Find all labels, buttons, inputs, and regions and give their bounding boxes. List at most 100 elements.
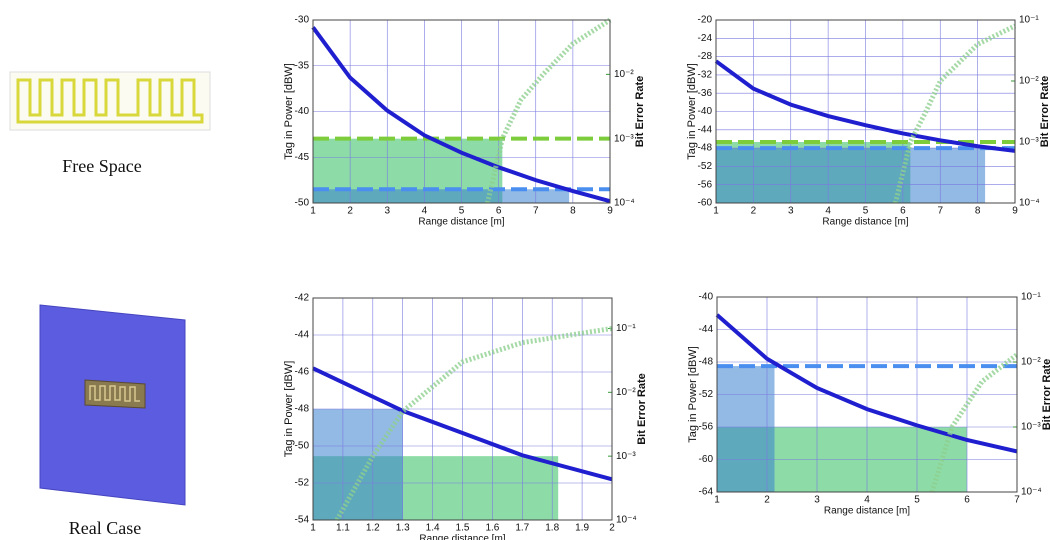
y-tick-label: -30	[295, 15, 310, 26]
y2-axis-label: Bit Error Rate	[1041, 359, 1050, 431]
antenna-drawing	[10, 72, 210, 130]
x-tick-label: 1.1	[336, 523, 350, 534]
x-tick-label: 8	[975, 206, 981, 217]
y-tick-label: -44	[699, 324, 714, 335]
x-tick-label: 1.6	[485, 523, 499, 534]
x-tick-label: 6	[496, 206, 502, 217]
x-tick-label: 4	[825, 206, 831, 217]
y-tick-label: -44	[698, 124, 713, 135]
y-tick-label: -48	[295, 404, 310, 415]
y-tick-label: -46	[295, 367, 310, 378]
y2-tick-label: 10⁻⁴	[1019, 198, 1040, 209]
y-tick-label: -40	[698, 106, 713, 117]
x-tick-label: 3	[384, 206, 390, 217]
y2-tick-label: 10⁻³	[616, 451, 636, 462]
y-tick-label: -52	[295, 478, 310, 489]
y-tick-label: -35	[295, 60, 310, 71]
y2-tick-label: 10⁻³	[1021, 422, 1041, 433]
range-region	[717, 366, 775, 492]
y-tick-label: -60	[698, 198, 713, 209]
y-tick-label: -48	[698, 143, 713, 154]
y-tick-label: -42	[295, 293, 310, 304]
y-tick-label: -28	[698, 51, 713, 62]
x-tick-label: 1	[713, 206, 719, 217]
x-axis-label: Range distance [m]	[418, 217, 504, 228]
x-tick-label: 1	[714, 495, 720, 506]
y2-tick-label: 10⁻²	[1019, 76, 1039, 87]
x-tick-label: 8	[570, 206, 576, 217]
y2-tick-label: 10⁻¹	[1021, 292, 1041, 303]
x-tick-label: 9	[1012, 206, 1018, 217]
x-tick-label: 1.8	[545, 523, 559, 534]
x-tick-label: 2	[347, 206, 353, 217]
y-tick-label: -20	[698, 15, 713, 26]
y-axis-label: Tag in Power [dBW]	[686, 63, 698, 160]
x-tick-label: 2	[751, 206, 757, 217]
range-region	[313, 189, 569, 203]
x-tick-label: 7	[533, 206, 539, 217]
x-tick-label: 7	[1014, 495, 1020, 506]
figure: Free Space Real Case 1 2 3 4 5 6 7 8 9 -30 -35 -40 -…	[0, 0, 1050, 540]
y-tick-label: -60	[699, 454, 714, 465]
x-tick-label: 6	[900, 206, 906, 217]
x-tick-label: 3	[788, 206, 794, 217]
x-tick-label: 6	[964, 495, 970, 506]
x-tick-label: 1.9	[575, 523, 589, 534]
y-tick-label: -24	[698, 33, 713, 44]
y2-tick-label: 10⁻¹	[616, 323, 636, 334]
y-tick-label: -36	[698, 88, 713, 99]
y-tick-label: -44	[295, 330, 310, 341]
y2-tick-label: 10⁻²	[616, 387, 636, 398]
y-tick-label: -32	[698, 70, 713, 81]
y2-tick-label: 10⁻³	[1019, 137, 1039, 148]
y2-tick-label: 10⁻²	[1021, 357, 1041, 368]
y-tick-label: -50	[295, 441, 310, 452]
x-tick-label: 1.3	[396, 523, 410, 534]
x-tick-label: 4	[864, 495, 870, 506]
x-tick-label: 5	[914, 495, 920, 506]
x-tick-label: 7	[937, 206, 943, 217]
y-tick-label: -56	[699, 422, 714, 433]
caption: Real Case	[69, 518, 141, 538]
y2-tick-label: 10⁻³	[614, 133, 634, 144]
x-tick-label: 3	[814, 495, 820, 506]
plate-drawing	[40, 305, 185, 505]
x-tick-label: 1	[310, 523, 316, 534]
x-tick-label: 5	[459, 206, 465, 217]
caption: Free Space	[62, 156, 141, 176]
y2-axis-label: Bit Error Rate	[636, 373, 648, 445]
x-tick-label: 1.2	[366, 523, 380, 534]
y2-tick-label: 10⁻¹	[1019, 15, 1039, 26]
y2-tick-label: 10⁻⁴	[614, 198, 635, 209]
x-tick-label: 1	[310, 206, 316, 217]
y-tick-label: -54	[295, 515, 310, 526]
x-tick-label: 2	[609, 523, 615, 534]
y2-tick-label: 10⁻⁴	[616, 515, 637, 526]
y2-tick-label: 10⁻⁴	[1021, 487, 1042, 498]
y-axis-label: Tag in Power [dBW]	[283, 361, 295, 458]
x-tick-label: 5	[863, 206, 869, 217]
y2-axis-label: Bit Error Rate	[1039, 76, 1050, 148]
y-tick-label: -52	[699, 389, 714, 400]
y-tick-label: -52	[698, 161, 713, 172]
y2-tick-label: 10⁻²	[614, 69, 634, 80]
y2-axis-label: Bit Error Rate	[634, 76, 646, 148]
x-tick-label: 2	[764, 495, 770, 506]
range-region	[716, 148, 985, 203]
range-region	[313, 409, 403, 520]
x-axis-label: Range distance [m]	[824, 506, 910, 517]
y-tick-label: -50	[295, 198, 310, 209]
y-tick-label: -64	[699, 487, 714, 498]
y-axis-label: Tag in Power [dBW]	[687, 346, 699, 443]
x-tick-label: 1.5	[456, 523, 470, 534]
x-axis-label: Range distance [m]	[822, 217, 908, 228]
y-tick-label: -40	[295, 106, 310, 117]
y-tick-label: -40	[699, 292, 714, 303]
y-tick-label: -48	[699, 357, 714, 368]
x-tick-label: 1.4	[426, 523, 440, 534]
x-tick-label: 9	[607, 206, 613, 217]
y-axis-label: Tag in Power [dBW]	[283, 63, 295, 160]
x-tick-label: 4	[422, 206, 428, 217]
x-tick-label: 1.7	[515, 523, 529, 534]
y-tick-label: -45	[295, 152, 310, 163]
